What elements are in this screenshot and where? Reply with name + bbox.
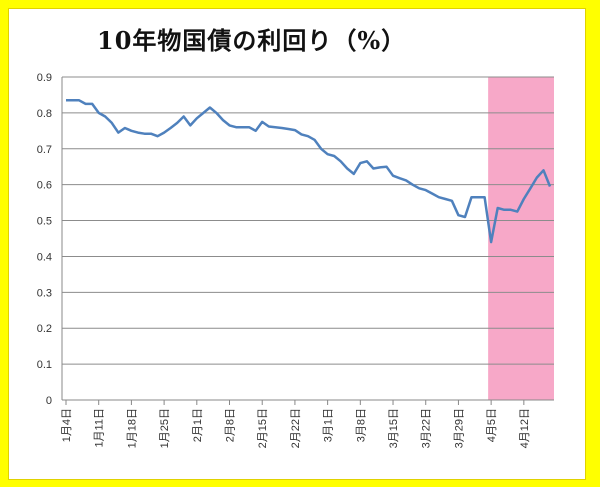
x-tick-label: 3月29日 <box>453 408 465 448</box>
x-tick-label: 2月22日 <box>290 408 302 448</box>
x-tick-label: 1月25日 <box>159 408 171 448</box>
y-tick-label: 0.4 <box>37 251 52 263</box>
highlight-band <box>488 77 554 400</box>
x-tick-label: 2月8日 <box>225 408 237 442</box>
y-tick-label: 0.1 <box>37 359 52 371</box>
x-tick-label: 2月1日 <box>192 408 204 442</box>
x-tick-label: 1月18日 <box>126 408 138 448</box>
y-tick-label: 0.9 <box>37 72 52 84</box>
x-tick-label: 4月5日 <box>486 408 498 442</box>
y-axis-ticks: 0 0.1 0.2 0.3 0.4 0.5 0.6 0.7 0.8 0.9 <box>37 72 52 407</box>
series-line <box>66 99 552 244</box>
x-axis-ticks: 1月4日 1月11日 1月18日 1月25日 2月1日 2月8日 2月15日 2月22日 3月1… <box>61 400 531 448</box>
chart-title: 10年物国債の利回り（%） <box>97 26 407 55</box>
x-tick-label: 3月8日 <box>355 408 367 442</box>
x-tick-label: 1月4日 <box>61 408 73 442</box>
grid-lines <box>62 76 554 365</box>
x-tick-label: 4月12日 <box>519 408 531 448</box>
y-tick-label: 0.8 <box>37 108 52 120</box>
y-tick-label: 0.2 <box>37 323 52 335</box>
y-tick-label: 0 <box>46 395 52 407</box>
y-tick-label: 0.3 <box>37 287 52 299</box>
x-tick-label: 2月15日 <box>257 408 269 448</box>
y-tick-label: 0.7 <box>37 144 52 156</box>
x-tick-label: 1月11日 <box>94 408 106 448</box>
y-tick-label: 0.5 <box>37 216 52 228</box>
x-tick-label: 3月15日 <box>388 408 400 448</box>
y-tick-label: 0.6 <box>37 180 52 192</box>
x-tick-label: 3月1日 <box>323 408 335 442</box>
x-tick-label: 3月22日 <box>421 408 433 448</box>
